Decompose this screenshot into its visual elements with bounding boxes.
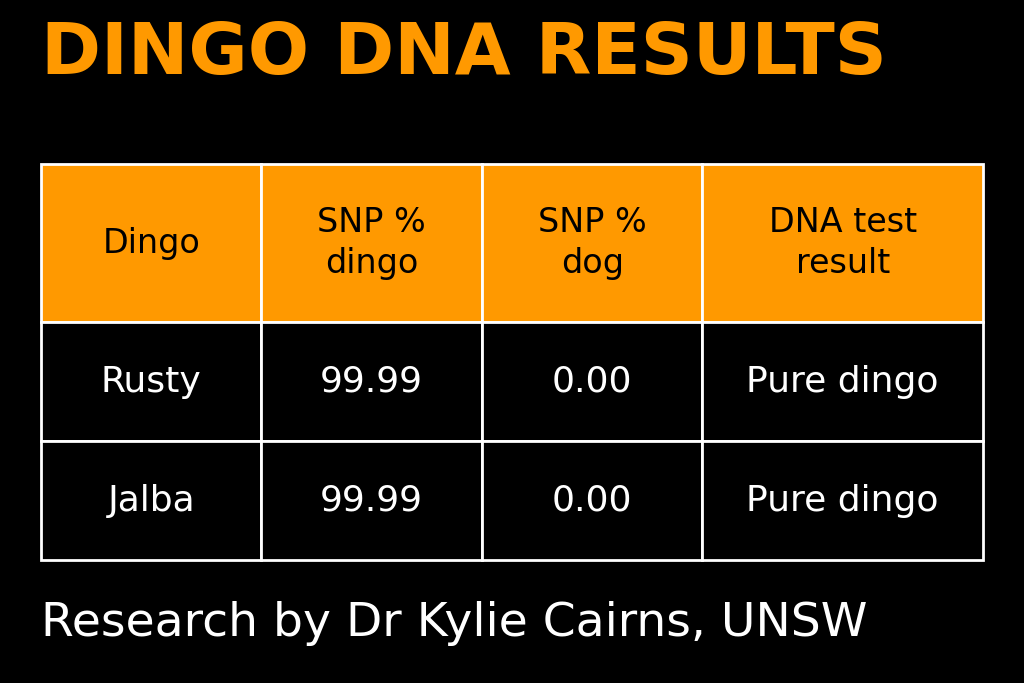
- Text: Dingo: Dingo: [102, 227, 200, 260]
- Bar: [261, 322, 482, 441]
- Text: SNP %
dingo: SNP % dingo: [317, 206, 426, 280]
- Bar: [482, 164, 702, 322]
- Text: Rusty: Rusty: [100, 365, 202, 399]
- Text: Jalba: Jalba: [108, 484, 195, 518]
- Text: Pure dingo: Pure dingo: [746, 365, 939, 399]
- Text: 0.00: 0.00: [552, 365, 633, 399]
- Bar: [261, 164, 482, 322]
- Text: Pure dingo: Pure dingo: [746, 484, 939, 518]
- Text: 99.99: 99.99: [321, 365, 423, 399]
- Bar: [41, 164, 261, 322]
- Bar: [702, 322, 983, 441]
- Bar: [261, 441, 482, 560]
- Bar: [41, 441, 261, 560]
- Bar: [702, 164, 983, 322]
- Text: 0.00: 0.00: [552, 484, 633, 518]
- Bar: [41, 322, 261, 441]
- Bar: [702, 441, 983, 560]
- Text: DNA test
result: DNA test result: [769, 206, 916, 280]
- Text: 99.99: 99.99: [321, 484, 423, 518]
- Text: SNP %
dog: SNP % dog: [538, 206, 646, 280]
- Text: DINGO DNA RESULTS: DINGO DNA RESULTS: [41, 20, 887, 89]
- Bar: [482, 441, 702, 560]
- Bar: [482, 322, 702, 441]
- Text: Research by Dr Kylie Cairns, UNSW: Research by Dr Kylie Cairns, UNSW: [41, 601, 867, 646]
